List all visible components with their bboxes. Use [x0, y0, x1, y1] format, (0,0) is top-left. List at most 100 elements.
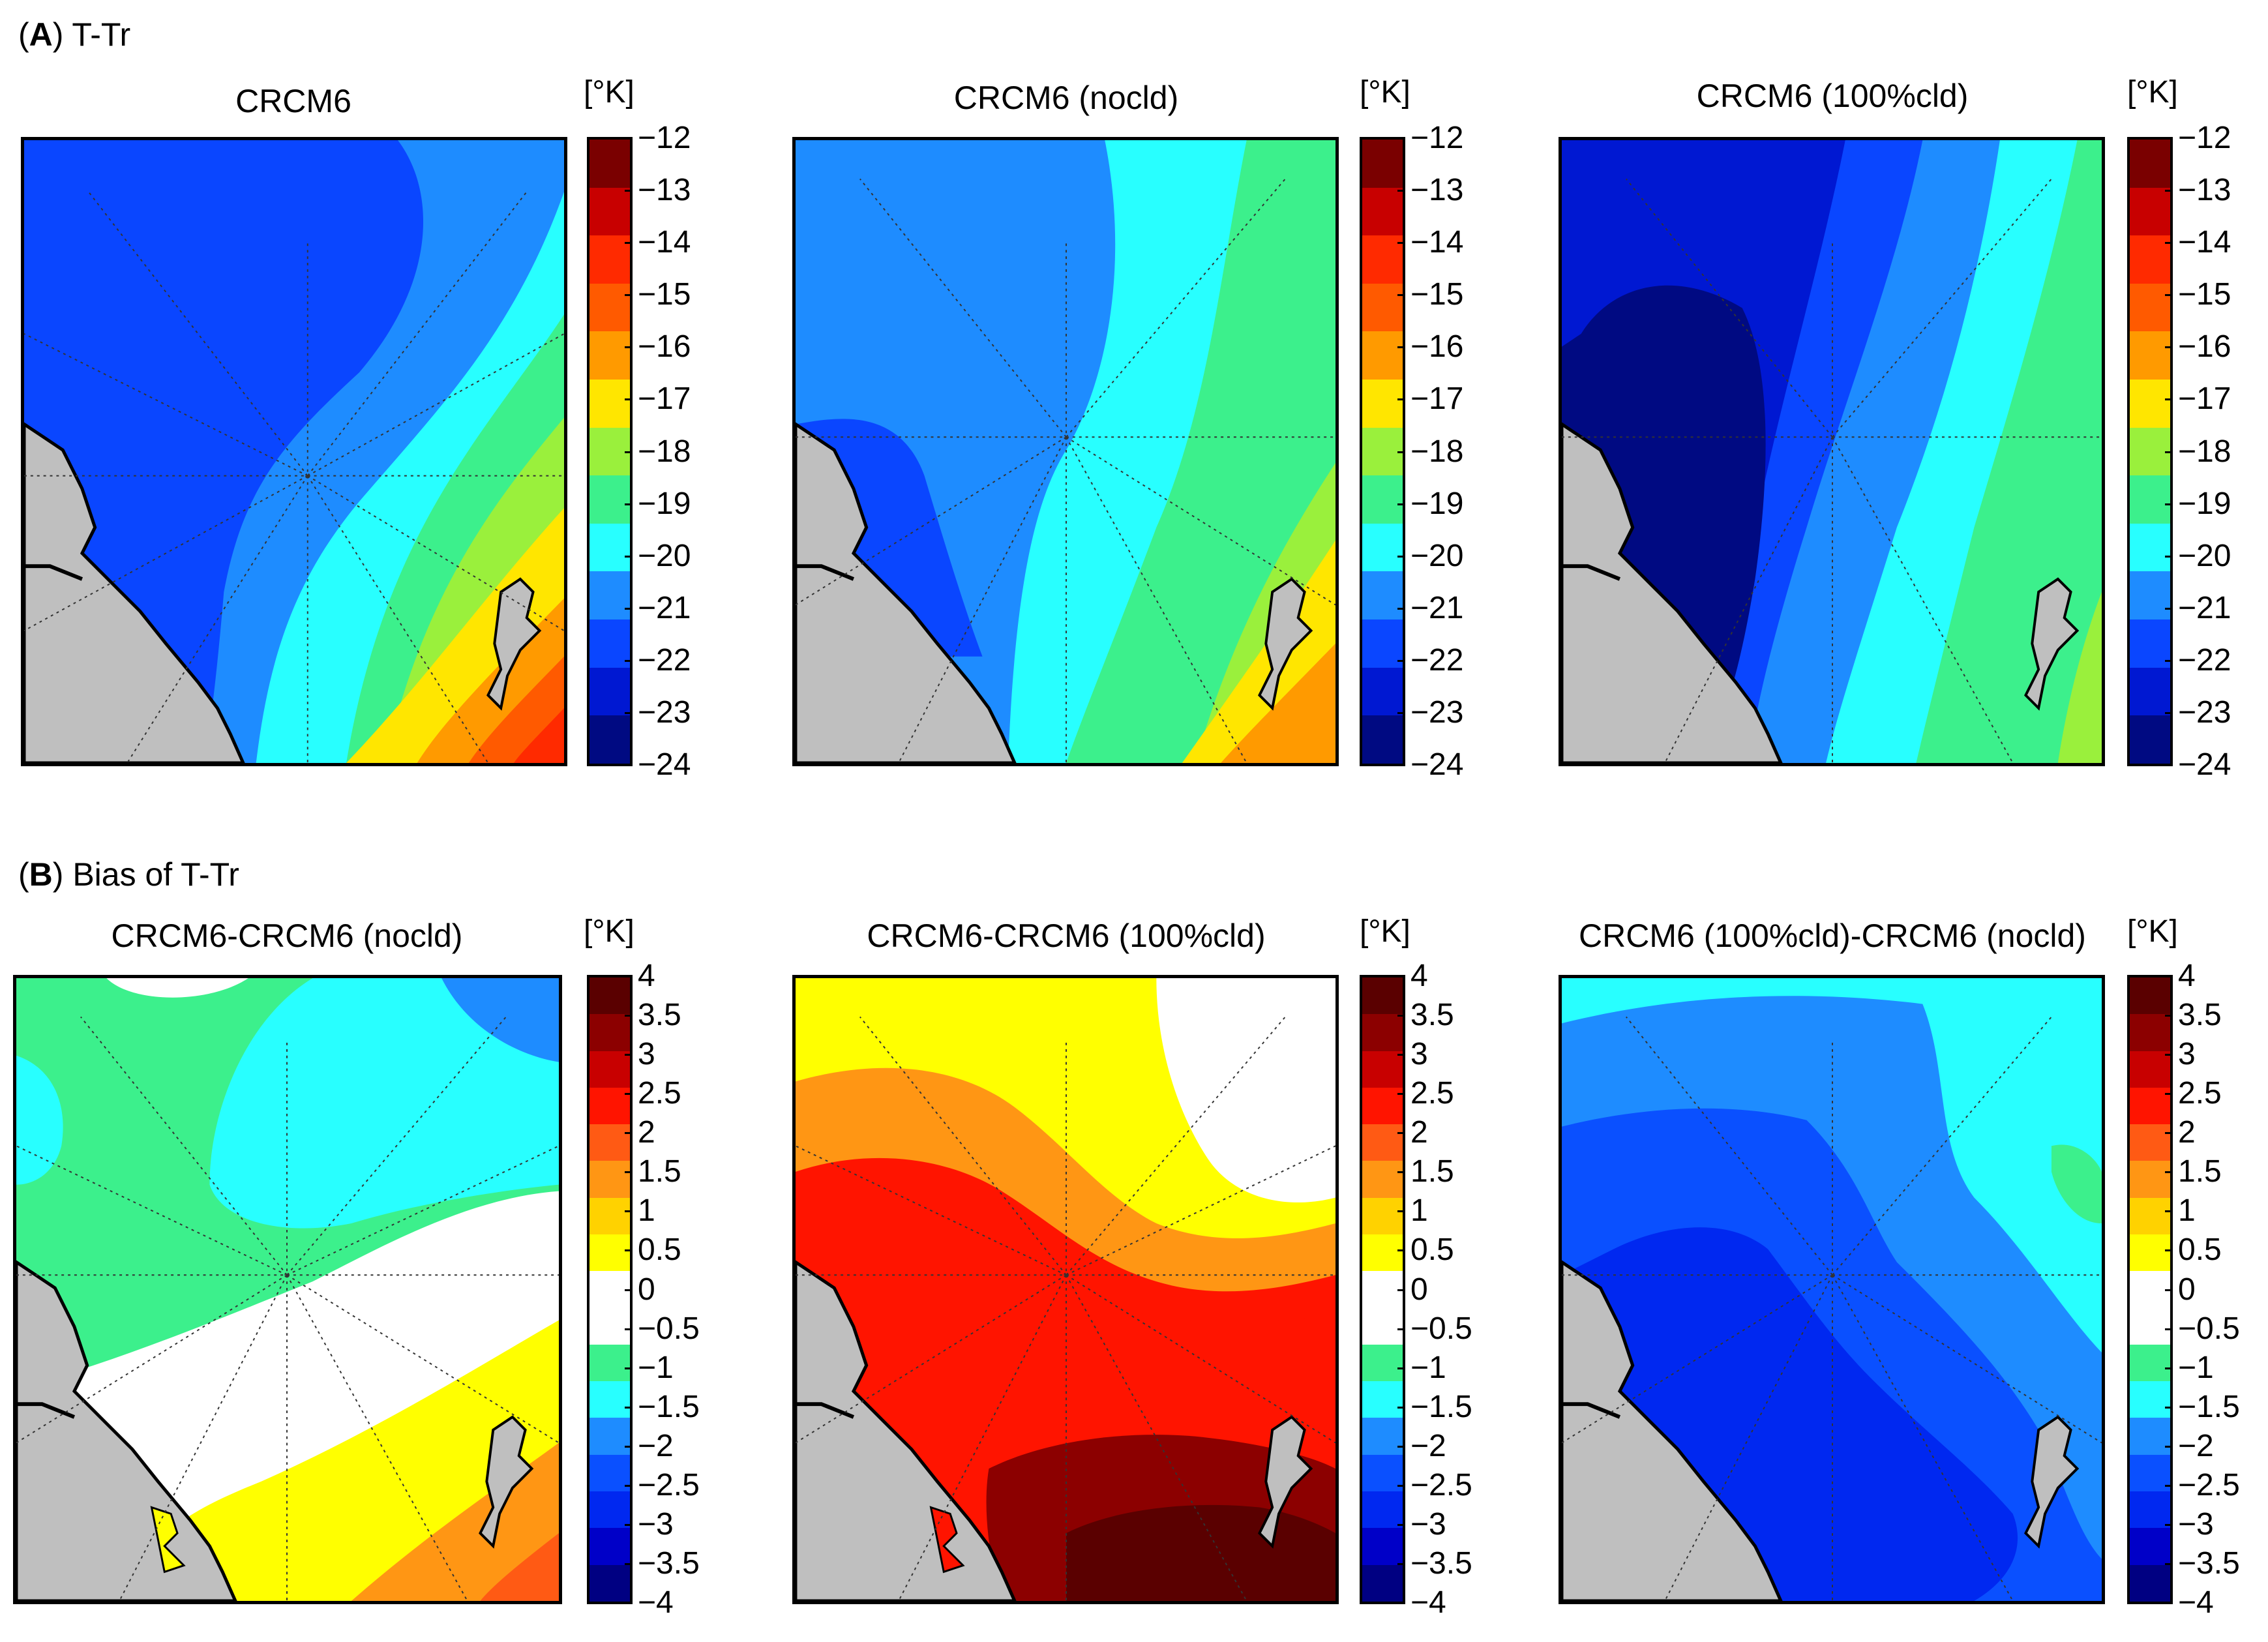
colorbar-tick-mark: [1397, 1406, 1405, 1409]
colorbar-segment: [589, 571, 630, 620]
colorbar-tick-mark: [625, 555, 633, 558]
colorbar-tick-mark: [1397, 1523, 1405, 1526]
colorbar-tick-mark: [625, 1367, 633, 1369]
colorbar-segment: [589, 1528, 630, 1565]
colorbar-tick-mark: [2165, 607, 2173, 610]
colorbar-tick-mark: [1397, 503, 1405, 505]
colorbar-tick-mark: [1397, 242, 1405, 245]
unit-label-b3: [°K]: [2127, 914, 2178, 949]
colorbar-tick-mark: [625, 976, 633, 978]
colorbar-tick-label: 3: [2178, 1037, 2196, 1072]
colorbar-tick-label: −17: [1410, 381, 1464, 417]
colorbar-tick-label: −20: [1410, 538, 1464, 573]
colorbar-tick-mark: [2165, 1602, 2173, 1604]
colorbar-segment: [589, 475, 630, 524]
colorbar-b1: [587, 975, 633, 1604]
colorbar-tick-label: −2: [1410, 1428, 1446, 1463]
colorbar-tick-label: −3: [1410, 1506, 1446, 1542]
colorbar-segment: [589, 1161, 630, 1198]
colorbar-tick-label: −19: [1410, 486, 1464, 521]
colorbar-tick-label: −1: [638, 1350, 674, 1385]
colorbar-tick-mark: [625, 294, 633, 297]
colorbar-segment: [1362, 235, 1403, 284]
colorbar-tick-mark: [2165, 346, 2173, 349]
colorbar-tick-label: −20: [2178, 538, 2231, 573]
colorbar-segment: [1362, 1491, 1403, 1529]
section-label-a: (A) T-Tr: [18, 16, 131, 53]
colorbar-segment: [2130, 1381, 2170, 1418]
colorbar-tick-label: 1.5: [1410, 1154, 1454, 1189]
colorbar-tick-label: 3.5: [2178, 998, 2222, 1033]
map-panel-b2: [792, 975, 1339, 1604]
colorbar-a1: [587, 137, 633, 766]
unit-label-b1: [°K]: [584, 914, 634, 949]
colorbar-segment: [1362, 331, 1403, 380]
colorbar-segment: [1362, 1381, 1403, 1418]
map-b3: [1562, 978, 2102, 1601]
colorbar-tick-mark: [1397, 1210, 1405, 1213]
colorbar-tick-mark: [1397, 1602, 1405, 1604]
colorbar-tick-label: −2.5: [2178, 1467, 2240, 1502]
colorbar-segment: [589, 619, 630, 668]
colorbar-tick-label: −12: [638, 121, 691, 155]
colorbar-tick-label: −3.5: [638, 1545, 700, 1581]
colorbar-tick-mark: [2165, 1093, 2173, 1096]
colorbar-segment: [2130, 1087, 2170, 1125]
colorbar-segment: [2130, 283, 2170, 332]
colorbar-tick-label: −18: [638, 434, 691, 469]
colorbar-segment: [1362, 1454, 1403, 1491]
colorbar-tick-mark: [2165, 555, 2173, 558]
colorbar-segment: [589, 1051, 630, 1088]
colorbar-tick-mark: [1397, 711, 1405, 714]
colorbar-tick-mark: [2165, 976, 2173, 978]
colorbar-tick-label: −20: [638, 538, 691, 573]
colorbar-segment: [2130, 1528, 2170, 1565]
panel-title-b2: CRCM6-CRCM6 (100%cld): [867, 918, 1266, 954]
colorbar-segment: [1362, 571, 1403, 620]
colorbar-tick-label: −0.5: [638, 1311, 700, 1346]
colorbar-segment: [2130, 187, 2170, 236]
colorbar-segment: [1362, 1528, 1403, 1565]
colorbar-tick-mark: [625, 1210, 633, 1213]
colorbar-segment: [1362, 140, 1403, 188]
colorbar-segment: [2130, 1454, 2170, 1491]
colorbar-tick-mark: [2165, 1406, 2173, 1409]
colorbar-tick-label: −3.5: [2178, 1545, 2240, 1581]
map-a3: [1562, 140, 2102, 763]
colorbar-segment: [1362, 1014, 1403, 1051]
colorbar-tick-mark: [1397, 451, 1405, 453]
colorbar-segment: [589, 187, 630, 236]
colorbar-segment: [589, 283, 630, 332]
colorbar-tick-label: −14: [2178, 225, 2231, 260]
map-panel-b1: [13, 975, 562, 1604]
colorbar-tick-mark: [2165, 1015, 2173, 1017]
colorbar-segment: [1362, 187, 1403, 236]
colorbar-tick-label: 1: [638, 1193, 655, 1229]
colorbar-tick-label: −3: [2178, 1506, 2214, 1542]
colorbar-tick-label: 1.5: [638, 1154, 681, 1189]
colorbar-segment: [589, 140, 630, 188]
colorbar-tick-label: 3: [1410, 1037, 1428, 1072]
colorbar-tick-label: 0: [638, 1272, 655, 1307]
colorbar-tick-label: 0.5: [638, 1232, 681, 1268]
colorbar-tick-label: −21: [638, 590, 691, 625]
colorbar-segment: [2130, 331, 2170, 380]
colorbar-segment: [2130, 475, 2170, 524]
colorbar-segment: [1362, 1344, 1403, 1382]
colorbar-tick-label: 4: [2178, 959, 2196, 993]
colorbar-tick-label: −3: [638, 1506, 674, 1542]
colorbar-tick-mark: [2165, 451, 2173, 453]
colorbar-tick-label: −0.5: [1410, 1311, 1472, 1346]
colorbar-segment: [1362, 380, 1403, 428]
colorbar-segment: [589, 1454, 630, 1491]
colorbar-segment: [589, 1418, 630, 1455]
colorbar-tick-mark: [625, 242, 633, 245]
colorbar-tick-label: −22: [638, 642, 691, 678]
colorbar-segment: [589, 978, 630, 1015]
colorbar-segment: [2130, 523, 2170, 572]
panel-title-a2: CRCM6 (nocld): [953, 80, 1179, 116]
colorbar-tick-mark: [2165, 1445, 2173, 1448]
colorbar-b3: [2127, 975, 2173, 1604]
colorbar-segment: [2130, 1161, 2170, 1198]
colorbar-tick-mark: [625, 1562, 633, 1565]
